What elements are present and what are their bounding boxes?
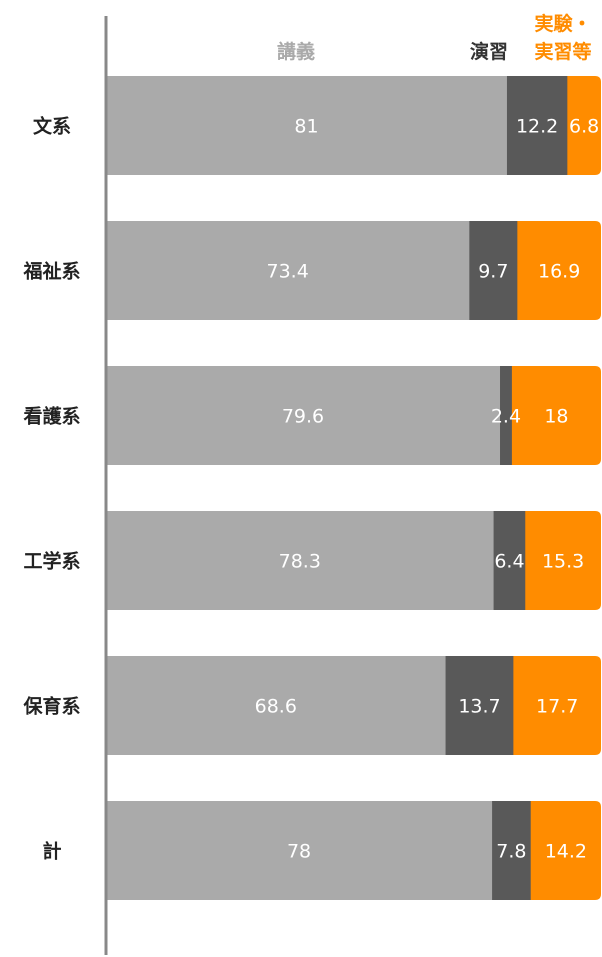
bar-segment — [469, 221, 518, 320]
bar-segment — [506, 76, 568, 175]
bar-segment — [511, 366, 601, 465]
bar-segment — [525, 511, 601, 610]
bar-segment — [445, 656, 514, 755]
data-label: 6.4 — [494, 551, 524, 573]
bars: 81 12.2 6.8 73.4 9.7 16.9 79.6 2.4 18 78.3 6.4 15.3… — [106, 76, 601, 900]
data-label: 81 — [294, 116, 318, 138]
data-label: 6.8 — [569, 116, 599, 138]
data-label: 18 — [544, 406, 568, 428]
bar-segment — [106, 511, 495, 610]
data-label: 79.6 — [282, 406, 324, 428]
bar-segment — [492, 801, 532, 900]
bar-row — [106, 801, 601, 900]
category-label: 文系 — [33, 115, 71, 138]
bar-segment — [513, 656, 601, 755]
bar-segment — [106, 656, 447, 755]
bar-row — [106, 221, 601, 320]
bar-segment — [493, 511, 526, 610]
legend-label: 講義 — [277, 40, 315, 63]
data-label: 9.7 — [478, 261, 508, 283]
data-label: 78.3 — [279, 551, 321, 573]
bar-segment — [500, 366, 513, 465]
category-label: 計 — [42, 840, 61, 863]
bar-segment — [567, 76, 601, 175]
data-label: 78 — [287, 841, 311, 863]
legend-label: 実験・ — [534, 12, 591, 35]
data-label: 13.7 — [458, 696, 500, 718]
data-label: 14.2 — [545, 841, 587, 863]
legend-label: 演習 — [470, 40, 508, 63]
data-label: 73.4 — [267, 261, 309, 283]
bar-segment — [517, 221, 601, 320]
bar-segment — [106, 801, 493, 900]
bar-segment — [530, 801, 601, 900]
data-label: 7.8 — [496, 841, 526, 863]
data-label: 17.7 — [536, 696, 578, 718]
category-label: 工学系 — [23, 550, 80, 573]
legend-label: 実習等 — [534, 40, 591, 63]
data-label: 12.2 — [516, 116, 558, 138]
bar-row — [106, 366, 601, 465]
data-label: 68.6 — [255, 696, 297, 718]
data-label: 15.3 — [542, 551, 584, 573]
bar-row — [106, 76, 601, 175]
bar-segment — [106, 221, 470, 320]
category-label: 保育系 — [22, 695, 80, 718]
bar-row — [106, 656, 601, 755]
data-label: 16.9 — [538, 261, 580, 283]
category-label: 福祉系 — [22, 260, 80, 283]
data-label: 2.4 — [491, 406, 521, 428]
bar-row — [106, 511, 601, 610]
category-label: 看護系 — [22, 405, 80, 428]
bar-segment — [106, 76, 508, 175]
bar-segment — [106, 366, 501, 465]
legend: 講義 演習 実験・実習等 — [277, 12, 592, 63]
